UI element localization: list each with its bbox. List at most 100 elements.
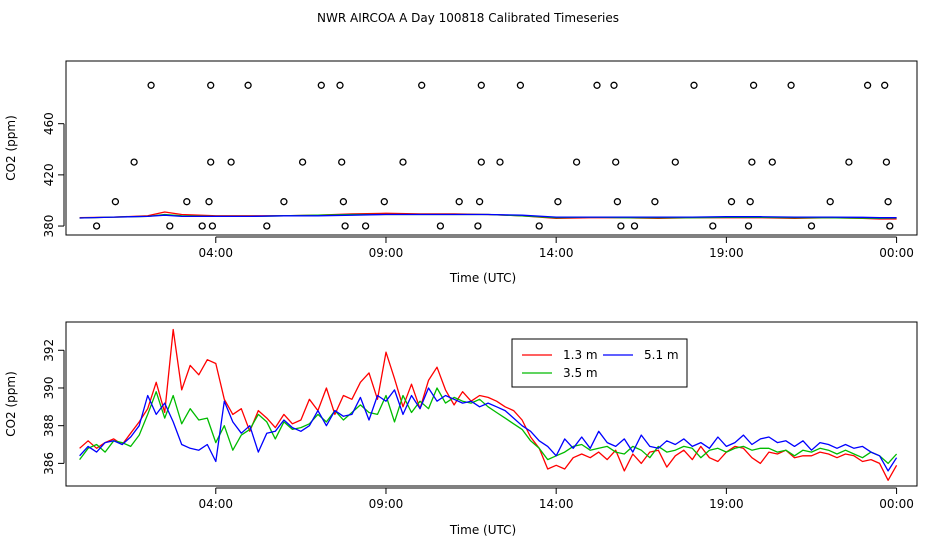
bottom-series-3-5-m — [79, 387, 898, 465]
calibration-point — [886, 222, 894, 230]
calibration-point — [455, 198, 463, 206]
top-x-tick-label-04-00: 04:00 — [198, 246, 233, 260]
calibration-point — [198, 222, 206, 230]
calibration-point — [166, 222, 174, 230]
calibration-point — [671, 158, 679, 166]
top-y-axis-label: CO2 (ppm) — [4, 115, 18, 181]
calibration-point — [884, 198, 892, 206]
calibration-point — [787, 81, 795, 89]
calibration-point — [617, 222, 625, 230]
calibration-point — [183, 198, 191, 206]
calibration-point — [610, 81, 618, 89]
calibration-point — [399, 158, 407, 166]
calibration-point — [826, 198, 834, 206]
calibration-point — [516, 81, 525, 89]
calibration-point — [845, 158, 853, 166]
legend-box — [511, 338, 688, 388]
top-plot-frame — [65, 60, 918, 236]
calibration-point — [205, 198, 213, 206]
top-x-axis: 04:00 09:00 14:00 19:00 00:00 — [198, 236, 914, 260]
calibration-point — [208, 222, 217, 230]
calibration-point — [882, 158, 891, 166]
calibration-point — [298, 158, 307, 166]
calibration-point — [709, 222, 717, 230]
calibration-point — [436, 222, 445, 230]
top-x-tick-label-14-00: 14:00 — [539, 246, 574, 260]
top-panel: 04:00 09:00 14:00 19:00 00:00 380 420 460 Time… — [4, 60, 918, 285]
calibration-point — [207, 81, 215, 89]
bottom-y-tick-label-392: 392 — [42, 339, 56, 362]
calibration-point — [593, 81, 601, 89]
bottom-series-1-3-m — [79, 328, 898, 481]
calibration-point — [263, 222, 271, 230]
top-x-axis-label: Time (UTC) — [449, 271, 516, 285]
calibration-point — [474, 222, 482, 230]
top-y-tick-label-460: 460 — [42, 112, 56, 135]
bottom-y-tick-label-390: 390 — [42, 377, 56, 400]
calibration-point — [572, 158, 581, 166]
calibration-point — [147, 81, 155, 89]
bottom-x-tick-label-00-00: 00:00 — [879, 497, 914, 511]
bottom-x-tick-label-09-00: 09:00 — [369, 497, 404, 511]
bottom-x-axis: 04:00 09:00 14:00 19:00 00:00 — [198, 487, 914, 511]
calibration-point — [554, 198, 562, 206]
bottom-panel: 04:00 09:00 14:00 19:00 00:00 386 388 390 392 T… — [4, 321, 918, 537]
calibration-point — [227, 158, 235, 166]
bottom-y-tick-label-388: 388 — [42, 414, 56, 437]
legend-label-1-3m: 1.3 m — [563, 348, 598, 362]
calibration-point — [338, 158, 346, 166]
calibration-point — [475, 198, 484, 206]
calibration-point — [746, 198, 754, 206]
top-x-tick-label-19-00: 19:00 — [709, 246, 744, 260]
chart-title: NWR AIRCOA A Day 100818 Calibrated Times… — [317, 11, 619, 25]
bottom-plot-frame — [65, 321, 918, 487]
calibration-point — [863, 81, 872, 89]
calibration-point — [317, 81, 325, 89]
calibration-point — [744, 222, 753, 230]
bottom-x-axis-label: Time (UTC) — [449, 523, 516, 537]
calibration-point — [207, 158, 215, 166]
calibration-point — [749, 81, 758, 89]
bottom-x-tick-label-04-00: 04:00 — [198, 497, 233, 511]
calibration-point — [130, 158, 138, 166]
top-y-tick-label-380: 380 — [42, 215, 56, 238]
calibration-point — [496, 158, 504, 166]
bottom-y-axis: 386 388 390 392 — [42, 339, 65, 475]
legend-label-3-5m: 3.5 m — [563, 366, 598, 380]
calibration-point — [727, 198, 736, 206]
top-y-axis: 380 420 460 — [42, 112, 65, 238]
calibration-point — [244, 81, 252, 89]
bottom-series-lines — [79, 328, 898, 481]
calibration-point — [690, 81, 698, 89]
top-series-lines — [79, 211, 897, 220]
calibration-point — [748, 158, 756, 166]
calibration-point — [339, 198, 348, 206]
calibration-point — [361, 222, 370, 230]
calibration-point — [612, 158, 620, 166]
top-calibration-points — [92, 81, 894, 230]
calibration-point — [613, 198, 622, 206]
calibration-point — [336, 81, 344, 89]
top-x-tick-label-00-00: 00:00 — [879, 246, 914, 260]
bottom-series-5-1-m — [79, 387, 898, 472]
legend: 1.3 m 5.1 m 3.5 m — [511, 338, 688, 388]
calibration-point — [92, 222, 101, 230]
calibration-point — [418, 81, 426, 89]
calibration-point — [111, 198, 120, 206]
calibration-point — [881, 81, 889, 89]
calibration-point — [807, 222, 816, 230]
legend-label-5-1m: 5.1 m — [644, 348, 679, 362]
calibration-point — [380, 198, 388, 206]
top-series-5-1-m — [79, 213, 897, 219]
calibration-point — [477, 158, 485, 166]
bottom-y-tick-label-386: 386 — [42, 452, 56, 475]
top-y-tick-label-420: 420 — [42, 163, 56, 186]
calibration-point — [280, 198, 288, 206]
bottom-x-tick-label-19-00: 19:00 — [709, 497, 744, 511]
calibration-point — [768, 158, 776, 166]
calibration-point — [651, 198, 659, 206]
bottom-y-axis-label: CO2 (ppm) — [4, 371, 18, 437]
calibration-point — [477, 81, 485, 89]
top-x-tick-label-09-00: 09:00 — [369, 246, 404, 260]
